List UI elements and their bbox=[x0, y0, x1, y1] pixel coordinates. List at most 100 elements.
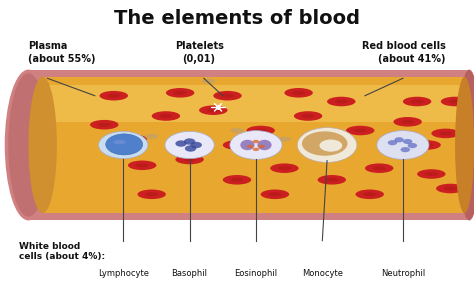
Ellipse shape bbox=[166, 88, 194, 97]
Ellipse shape bbox=[247, 145, 254, 148]
Ellipse shape bbox=[223, 175, 251, 185]
Ellipse shape bbox=[258, 145, 265, 148]
Ellipse shape bbox=[5, 70, 52, 220]
Ellipse shape bbox=[240, 140, 255, 150]
Ellipse shape bbox=[113, 140, 126, 144]
Ellipse shape bbox=[230, 130, 282, 160]
Ellipse shape bbox=[297, 128, 357, 162]
Ellipse shape bbox=[327, 97, 356, 106]
Bar bbox=[43, 77, 469, 213]
Ellipse shape bbox=[393, 117, 422, 127]
Ellipse shape bbox=[28, 77, 57, 213]
Ellipse shape bbox=[98, 123, 111, 127]
Ellipse shape bbox=[202, 79, 215, 84]
Ellipse shape bbox=[106, 134, 143, 155]
Ellipse shape bbox=[441, 97, 469, 106]
Ellipse shape bbox=[335, 99, 348, 104]
Ellipse shape bbox=[284, 88, 313, 97]
Ellipse shape bbox=[302, 131, 347, 156]
Ellipse shape bbox=[278, 137, 291, 142]
Ellipse shape bbox=[128, 160, 156, 170]
Text: White blood
cells (about 4%):: White blood cells (about 4%): bbox=[19, 242, 105, 261]
Ellipse shape bbox=[431, 128, 460, 138]
Text: Plasma
(about 55%): Plasma (about 55%) bbox=[28, 41, 96, 64]
Ellipse shape bbox=[165, 131, 214, 159]
Ellipse shape bbox=[439, 131, 452, 135]
Text: Neutrophil: Neutrophil bbox=[381, 269, 425, 278]
Ellipse shape bbox=[377, 130, 429, 160]
Ellipse shape bbox=[268, 192, 282, 196]
Text: Basophil: Basophil bbox=[172, 269, 208, 278]
Ellipse shape bbox=[417, 169, 446, 179]
Ellipse shape bbox=[403, 97, 431, 106]
Ellipse shape bbox=[184, 138, 195, 145]
Ellipse shape bbox=[278, 166, 291, 170]
Ellipse shape bbox=[436, 184, 465, 193]
Ellipse shape bbox=[221, 94, 234, 98]
Ellipse shape bbox=[448, 99, 462, 104]
Ellipse shape bbox=[325, 178, 338, 182]
Ellipse shape bbox=[230, 143, 244, 147]
Ellipse shape bbox=[412, 140, 441, 150]
Ellipse shape bbox=[327, 140, 356, 150]
Text: Platelets
(0,01): Platelets (0,01) bbox=[174, 41, 224, 64]
Ellipse shape bbox=[118, 135, 147, 144]
Text: Eosinophil: Eosinophil bbox=[235, 269, 277, 278]
Ellipse shape bbox=[401, 120, 414, 124]
Ellipse shape bbox=[152, 111, 180, 121]
Ellipse shape bbox=[356, 190, 384, 199]
Ellipse shape bbox=[136, 163, 149, 167]
Ellipse shape bbox=[363, 192, 376, 196]
Ellipse shape bbox=[223, 140, 251, 150]
Ellipse shape bbox=[394, 137, 404, 142]
Bar bbox=[28, 70, 469, 220]
Ellipse shape bbox=[100, 91, 128, 101]
Ellipse shape bbox=[213, 91, 242, 101]
Ellipse shape bbox=[294, 111, 322, 121]
Ellipse shape bbox=[388, 140, 397, 145]
Ellipse shape bbox=[365, 164, 393, 173]
Ellipse shape bbox=[455, 77, 474, 213]
Ellipse shape bbox=[253, 148, 259, 151]
Text: Lymphocyte: Lymphocyte bbox=[98, 269, 149, 278]
Ellipse shape bbox=[175, 155, 204, 164]
Ellipse shape bbox=[173, 91, 187, 95]
Ellipse shape bbox=[254, 128, 267, 133]
Ellipse shape bbox=[145, 192, 158, 196]
Bar bbox=[43, 85, 469, 122]
Ellipse shape bbox=[346, 126, 374, 135]
Ellipse shape bbox=[8, 73, 48, 217]
Ellipse shape bbox=[185, 145, 196, 152]
Ellipse shape bbox=[444, 186, 457, 191]
Text: Monocyte: Monocyte bbox=[302, 269, 343, 278]
Ellipse shape bbox=[420, 143, 433, 147]
Ellipse shape bbox=[107, 94, 120, 98]
Ellipse shape bbox=[354, 128, 367, 133]
Ellipse shape bbox=[301, 114, 315, 118]
Ellipse shape bbox=[246, 126, 275, 135]
Ellipse shape bbox=[403, 139, 412, 144]
Ellipse shape bbox=[137, 190, 166, 199]
Ellipse shape bbox=[408, 143, 417, 148]
Ellipse shape bbox=[102, 142, 116, 148]
Ellipse shape bbox=[373, 166, 386, 170]
Ellipse shape bbox=[253, 140, 259, 143]
Ellipse shape bbox=[99, 131, 148, 159]
Ellipse shape bbox=[261, 190, 289, 199]
Text: The elements of blood: The elements of blood bbox=[114, 9, 360, 28]
Ellipse shape bbox=[319, 139, 342, 152]
Ellipse shape bbox=[325, 154, 338, 159]
Ellipse shape bbox=[257, 140, 272, 150]
Ellipse shape bbox=[207, 108, 220, 112]
Ellipse shape bbox=[90, 120, 118, 129]
Ellipse shape bbox=[335, 143, 348, 147]
Ellipse shape bbox=[145, 134, 158, 139]
Ellipse shape bbox=[410, 99, 424, 104]
Ellipse shape bbox=[318, 175, 346, 185]
Ellipse shape bbox=[401, 147, 410, 152]
Ellipse shape bbox=[199, 105, 228, 115]
Ellipse shape bbox=[230, 128, 244, 133]
Ellipse shape bbox=[425, 172, 438, 176]
Ellipse shape bbox=[191, 142, 202, 148]
Ellipse shape bbox=[457, 70, 474, 220]
